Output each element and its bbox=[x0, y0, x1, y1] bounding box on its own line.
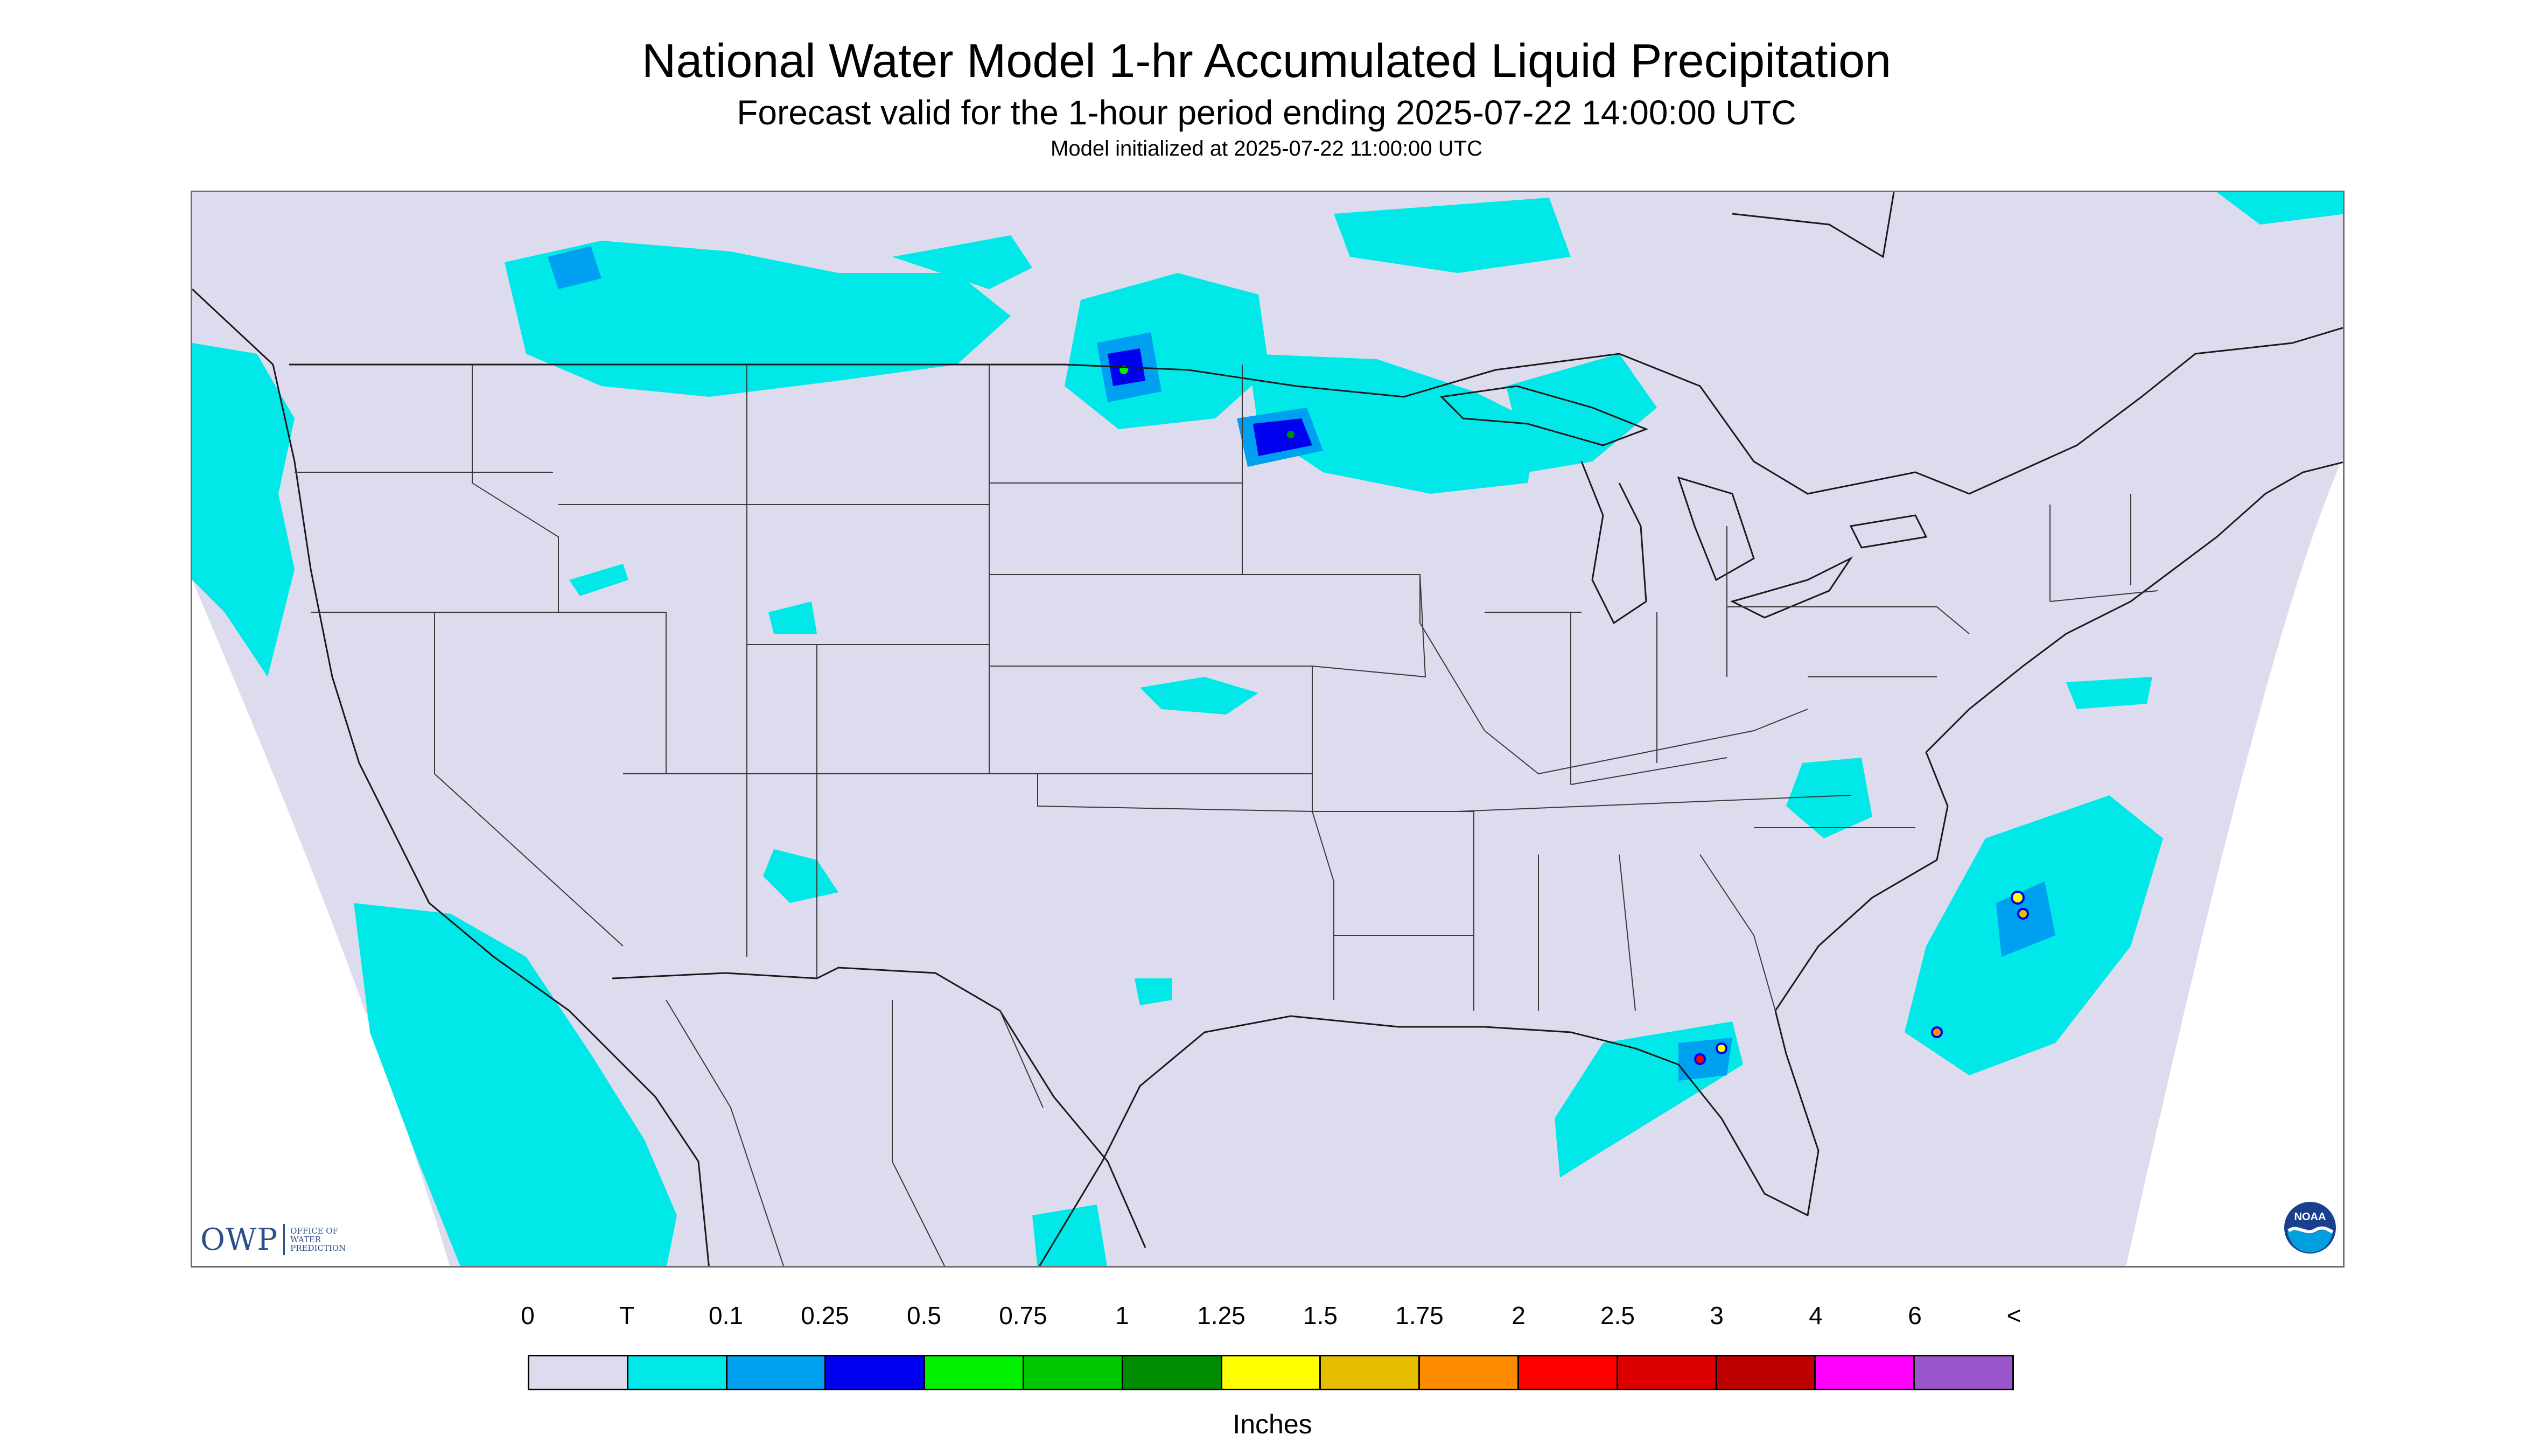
border-ar-la-ms bbox=[1334, 811, 1636, 1011]
precip-core-florida-1 bbox=[1694, 1053, 1706, 1065]
coast-lake-ontario bbox=[1849, 514, 1928, 549]
precip-light-montana bbox=[548, 246, 601, 289]
precip-core-atlantic-1 bbox=[2011, 891, 2025, 905]
noaa-logo-text: NOAA bbox=[2294, 1211, 2326, 1223]
noaa-logo: NOAA bbox=[2284, 1202, 2336, 1254]
legend-swatch bbox=[529, 1356, 628, 1389]
precip-area-carolinas bbox=[1786, 758, 1872, 838]
owp-logo-words: OFFICE OF WATER PREDICTION bbox=[290, 1226, 346, 1253]
border-mexico-states bbox=[666, 999, 1044, 1266]
coast-lake-superior bbox=[1439, 385, 1649, 446]
precip-area-great-lakes bbox=[1506, 354, 1657, 472]
precip-core-florida-2 bbox=[1716, 1042, 1727, 1054]
precip-area-mexico bbox=[1032, 1205, 1107, 1266]
legend-swatch bbox=[1123, 1356, 1222, 1389]
model-init-note: Model initialized at 2025-07-22 11:00:00… bbox=[1051, 137, 1482, 160]
coast-gulf bbox=[1038, 1010, 1820, 1266]
map-canvas bbox=[192, 192, 2343, 1266]
legend-tick-label: 0 bbox=[521, 1301, 535, 1329]
legend-tick-label: 1.5 bbox=[1303, 1301, 1338, 1329]
legend-tick-label: 2 bbox=[1512, 1301, 1526, 1329]
border-canada bbox=[289, 327, 2343, 495]
legend-tick-label: 1.25 bbox=[1197, 1301, 1245, 1329]
legend-tick-label: 0.75 bbox=[999, 1301, 1047, 1329]
legend-units-label: Inches bbox=[1233, 1409, 1312, 1439]
precip-moderate-minnesota bbox=[1253, 418, 1312, 456]
legend-tick-label: 2.5 bbox=[1600, 1301, 1635, 1329]
border-ga-sc-nc bbox=[1699, 827, 1915, 1011]
legend-tick-label: 6 bbox=[1908, 1301, 1922, 1329]
precip-core-atlantic-3 bbox=[1931, 1026, 1943, 1038]
owp-logo-letters: OWP bbox=[200, 1222, 278, 1257]
coast-lake-erie bbox=[1730, 556, 1853, 619]
map-subtitle: Forecast valid for the 1-hour period end… bbox=[737, 93, 1796, 132]
precip-area-ontario bbox=[1334, 198, 1571, 273]
border-pa-ny bbox=[1726, 526, 1970, 677]
legend-swatch bbox=[1321, 1356, 1421, 1389]
border-ut-co-az-nm bbox=[623, 645, 1038, 978]
legend-swatch bbox=[1420, 1356, 1519, 1389]
border-ky-tn bbox=[1457, 709, 1851, 812]
precipitation-map[interactable] bbox=[191, 191, 2345, 1268]
legend-tick-label: 0.1 bbox=[709, 1301, 743, 1329]
model-domain bbox=[192, 192, 2343, 1266]
legend-swatch bbox=[1915, 1356, 2012, 1389]
precip-area-mid-atlantic bbox=[2066, 677, 2152, 709]
legend-swatch bbox=[1618, 1356, 1717, 1389]
legend-tick-label: 4 bbox=[1809, 1301, 1823, 1329]
legend-tick-label: 1.75 bbox=[1395, 1301, 1444, 1329]
border-ca-nv bbox=[434, 612, 624, 947]
map-title: National Water Model 1-hr Accumulated Li… bbox=[641, 34, 1892, 87]
precip-area-quebec bbox=[2217, 192, 2343, 225]
precipitation-legend: 0 T 0.1 0.25 0.5 0.75 1 1.25 1.5 1.75 2 2.5 3 4 6 < Inc… bbox=[521, 1301, 2021, 1439]
legend-swatch bbox=[1222, 1356, 1321, 1389]
coast-lake-michigan bbox=[1580, 461, 1647, 625]
border-wi-il-in-oh bbox=[1419, 575, 1727, 785]
coast-hudson bbox=[1732, 192, 1895, 258]
precip-area-idaho bbox=[569, 564, 628, 596]
border-id-mt bbox=[472, 365, 559, 612]
coast-new-england bbox=[2173, 461, 2343, 570]
precip-light-areas bbox=[548, 246, 2055, 1081]
legend-tick-label: 3 bbox=[1710, 1301, 1724, 1329]
precip-core-atlantic-2 bbox=[2017, 908, 2029, 920]
legend-swatch bbox=[1717, 1356, 1816, 1389]
state-borders bbox=[295, 365, 2158, 1266]
owp-logo-divider bbox=[283, 1224, 285, 1255]
legend-swatch bbox=[628, 1356, 727, 1389]
legend-swatch bbox=[826, 1356, 926, 1389]
precip-area-wyoming bbox=[768, 601, 817, 634]
legend-tick-label: 0.25 bbox=[801, 1301, 849, 1329]
coastlines bbox=[192, 192, 2343, 1266]
legend-swatch bbox=[1024, 1356, 1123, 1389]
legend-tick-label: 1 bbox=[1115, 1301, 1129, 1329]
border-ok-tx bbox=[1037, 774, 1334, 1000]
precip-core-minnesota bbox=[1285, 429, 1297, 440]
legend-tick-label: T bbox=[619, 1301, 635, 1329]
precip-area-new-mexico bbox=[763, 849, 838, 903]
legend-color-bar bbox=[528, 1355, 2014, 1390]
precip-area-nebraska bbox=[1140, 677, 1258, 715]
border-nd-sd-ne-ks bbox=[989, 365, 1312, 774]
border-mexico bbox=[612, 967, 1146, 1248]
legend-tick-label: 0.5 bbox=[907, 1301, 941, 1329]
legend-swatch bbox=[1519, 1356, 1618, 1389]
precip-area-alberta bbox=[892, 235, 1032, 289]
legend-swatch bbox=[925, 1356, 1024, 1389]
precip-area-texas bbox=[1135, 978, 1172, 1005]
legend-swatch bbox=[1816, 1356, 1915, 1389]
coast-pacific bbox=[192, 288, 710, 1266]
legend-swatch bbox=[727, 1356, 827, 1389]
legend-tick-label: < bbox=[2006, 1301, 2021, 1329]
precip-area-pacific-nw bbox=[192, 343, 295, 677]
coast-atlantic bbox=[1774, 568, 2174, 1011]
precip-area-montana bbox=[505, 241, 1011, 397]
precip-light-atlantic bbox=[1996, 881, 2055, 957]
border-new-england bbox=[2049, 494, 2158, 602]
precip-area-pacific-offshore bbox=[354, 903, 677, 1266]
owp-logo: OWP OFFICE OF WATER PREDICTION bbox=[200, 1222, 346, 1257]
coast-lake-huron bbox=[1677, 476, 1755, 582]
